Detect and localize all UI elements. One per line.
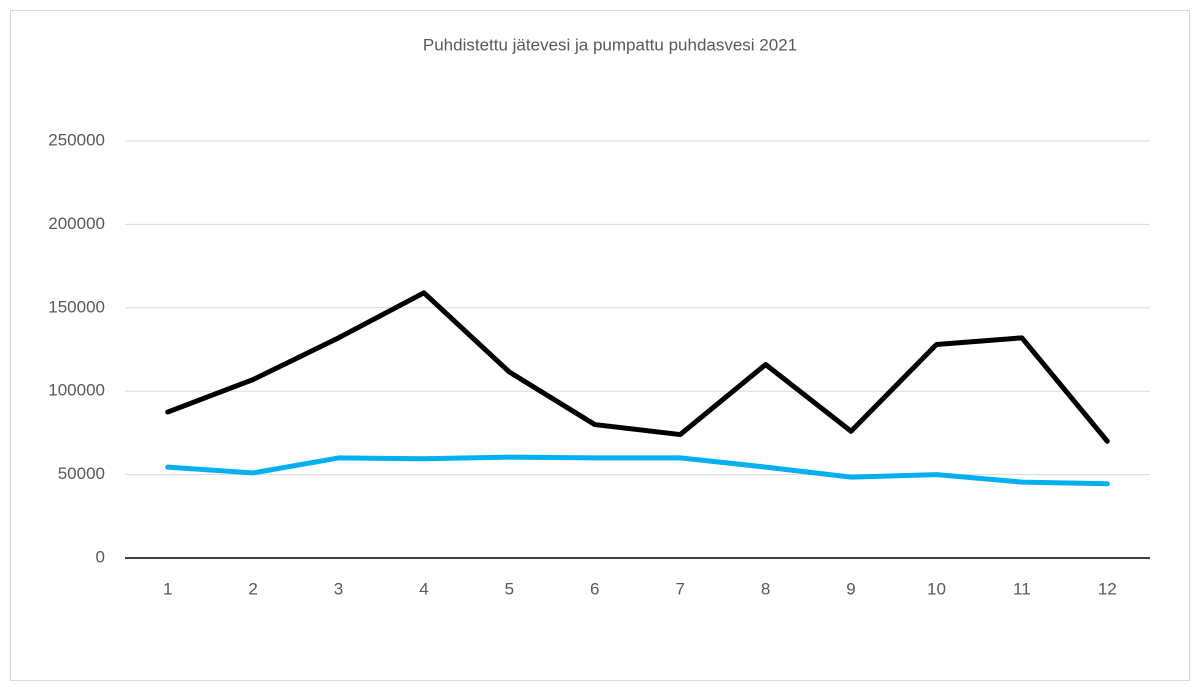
chart-title: Puhdistettu jätevesi ja pumpattu puhdasv…	[423, 35, 797, 54]
series-line	[165, 454, 1110, 487]
series-line	[165, 290, 1110, 444]
chart-frame	[10, 10, 1190, 681]
x-tick-label: 10	[927, 579, 946, 598]
x-tick-label: 5	[505, 579, 514, 598]
x-tick-label: 7	[675, 579, 684, 598]
x-tick-label: 3	[334, 579, 343, 598]
y-tick-label: 50000	[58, 464, 105, 483]
x-tick-label: 12	[1098, 579, 1117, 598]
y-tick-label: 100000	[48, 381, 105, 400]
x-tick-label: 1	[163, 579, 172, 598]
x-tick-label: 8	[761, 579, 770, 598]
y-tick-label: 150000	[48, 297, 105, 316]
x-tick-label: 9	[846, 579, 855, 598]
x-tick-label: 2	[248, 579, 257, 598]
x-tick-label: 6	[590, 579, 599, 598]
y-tick-label: 0	[96, 547, 105, 566]
y-tick-label: 200000	[48, 214, 105, 233]
y-tick-label: 250000	[48, 130, 105, 149]
x-tick-label: 4	[419, 579, 428, 598]
x-tick-label: 11	[1013, 579, 1031, 598]
